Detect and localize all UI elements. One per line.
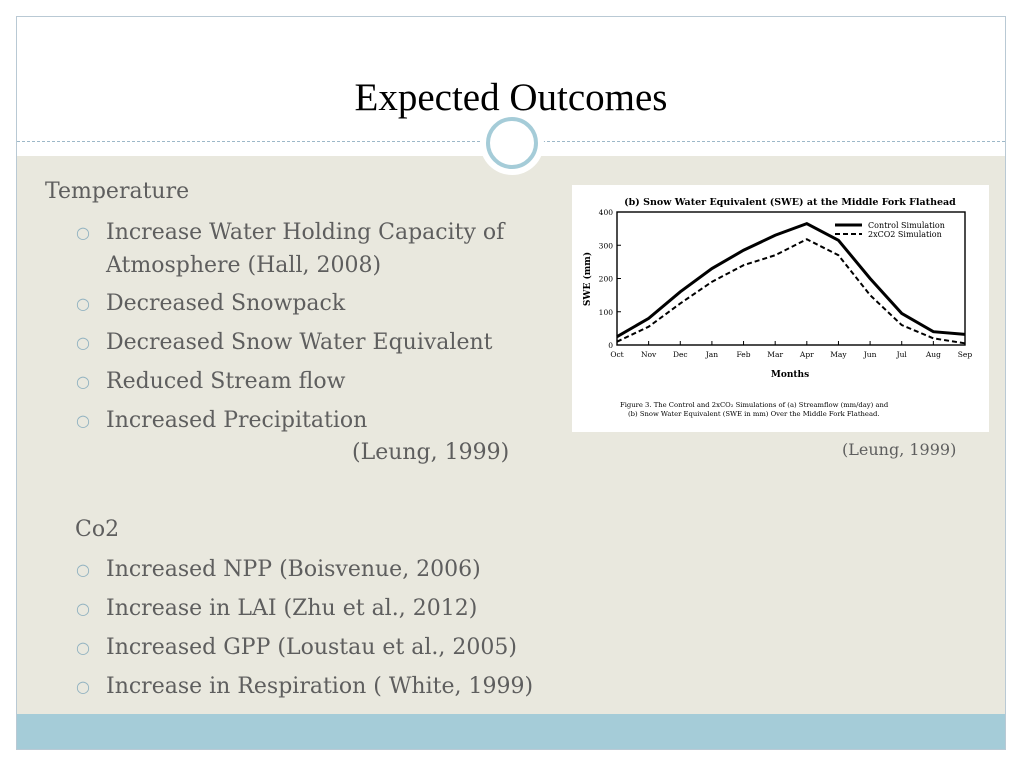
list-item-text: Atmosphere (Hall, 2008)	[106, 253, 382, 278]
y-axis-label: SWE (mm)	[582, 252, 593, 306]
x-tick-label: May	[830, 350, 847, 359]
hollow-circle-bullet-icon: ○	[76, 638, 90, 657]
co2-heading: Co2	[75, 517, 120, 542]
footer-bar	[17, 714, 1005, 749]
hollow-circle-bullet-icon: ○	[76, 560, 90, 579]
list-item-text: Increased NPP (Boisvenue, 2006)	[106, 557, 481, 582]
list-item-text: Reduced Stream flow	[106, 369, 346, 394]
list-item: ○ Increased NPP (Boisvenue, 2006)	[76, 553, 481, 586]
list-item-text: Increase in Respiration ( White, 1999)	[106, 674, 534, 699]
y-tick-label: 100	[599, 308, 614, 317]
swe-chart: (b) Snow Water Equivalent (SWE) at the M…	[582, 197, 972, 418]
list-item: ○ Decreased Snowpack	[76, 287, 346, 320]
x-axis-label: Months	[771, 370, 809, 380]
list-item-text: Decreased Snow Water Equivalent	[106, 330, 493, 355]
x-tick-label: Apr	[799, 350, 814, 359]
temperature-heading: Temperature	[45, 179, 190, 204]
x-tick-label: Aug	[925, 350, 941, 359]
x-tick-label: Jan	[705, 350, 718, 359]
list-item: ○ Increase in Respiration ( White, 1999)	[76, 670, 534, 703]
hollow-circle-bullet-icon: ○	[76, 372, 90, 391]
list-item: ○ Increased Precipitation	[76, 404, 368, 437]
list-item-text: Increased Precipitation	[106, 408, 368, 433]
ring-ornament-icon	[486, 117, 538, 169]
figure-caption-line2: (b) Snow Water Equivalent (SWE in mm) Ov…	[628, 410, 880, 418]
series-lines	[616, 221, 966, 345]
list-item-text: Increased GPP (Loustau et al., 2005)	[106, 635, 517, 660]
hollow-circle-bullet-icon: ○	[76, 677, 90, 696]
x-tick-label: Oct	[610, 350, 623, 359]
x-tick-label: Mar	[767, 350, 783, 359]
hollow-circle-bullet-icon: ○	[76, 223, 90, 242]
legend-label: Control Simulation	[868, 221, 945, 230]
hollow-circle-bullet-icon: ○	[76, 599, 90, 618]
chart-title: (b) Snow Water Equivalent (SWE) at the M…	[624, 197, 956, 208]
x-tick-label: Nov	[641, 350, 657, 359]
hollow-circle-bullet-icon: ○	[76, 294, 90, 313]
legend-label: 2xCO2 Simulation	[868, 230, 942, 239]
y-tick-label: 0	[608, 341, 613, 350]
list-item: ○ Reduced Stream flow	[76, 365, 346, 398]
x-tick-label: Jun	[863, 350, 877, 359]
swe-chart-figure: (b) Snow Water Equivalent (SWE) at the M…	[572, 185, 989, 432]
y-tick-label: 300	[599, 241, 614, 250]
list-item: ○ Decreased Snow Water Equivalent	[76, 326, 493, 359]
temperature-citation: (Leung, 1999)	[352, 440, 510, 465]
list-item: ○ Increased GPP (Loustau et al., 2005)	[76, 631, 517, 664]
list-item-continuation: Atmosphere (Hall, 2008)	[106, 249, 381, 282]
series-line-co2	[616, 238, 966, 345]
hollow-circle-bullet-icon: ○	[76, 411, 90, 430]
x-tick-label: Sep	[958, 350, 973, 359]
x-tick-label: Feb	[737, 350, 751, 359]
list-item-text: Decreased Snowpack	[106, 291, 346, 316]
x-axis-ticks: Oct Nov Dec Jan Feb Mar Apr May Jun Jul Aug Sep	[610, 341, 972, 359]
x-tick-label: Dec	[673, 350, 688, 359]
list-item-text: Increase in LAI (Zhu et al., 2012)	[106, 596, 478, 621]
y-tick-label: 200	[599, 275, 614, 284]
series-line-control	[616, 221, 966, 338]
y-tick-label: 400	[599, 208, 614, 217]
x-tick-label: Jul	[896, 350, 908, 359]
y-axis-ticks: 0 100 200 300 400	[599, 208, 621, 350]
list-item: ○ Increase in LAI (Zhu et al., 2012)	[76, 592, 478, 625]
list-item: ○ Increase Water Holding Capacity of	[76, 216, 505, 249]
figure-citation: (Leung, 1999)	[842, 440, 957, 459]
list-item-text: Increase Water Holding Capacity of	[106, 220, 505, 245]
figure-caption-line1: Figure 3. The Control and 2xCO₂ Simulati…	[620, 401, 889, 409]
hollow-circle-bullet-icon: ○	[76, 333, 90, 352]
